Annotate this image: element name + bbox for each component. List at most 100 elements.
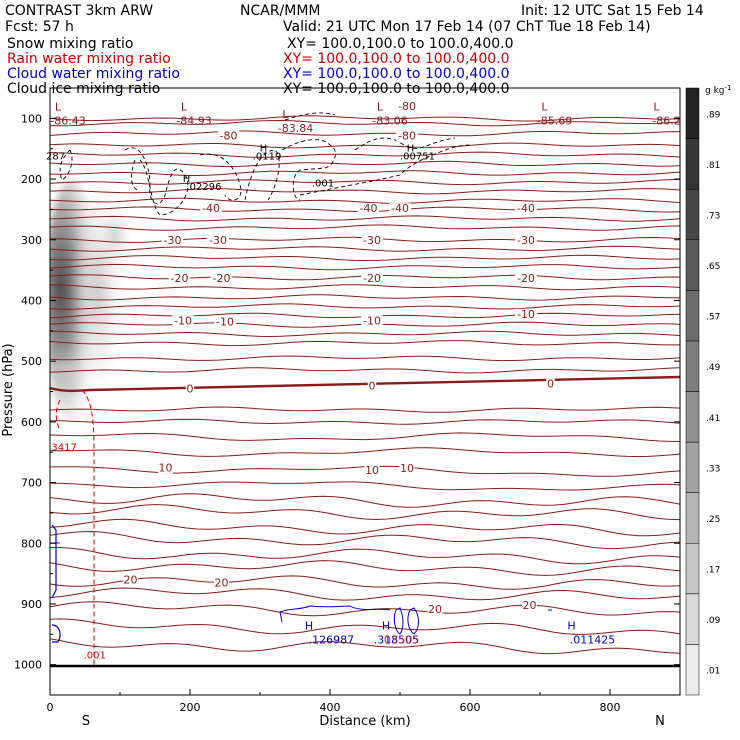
label-background: [399, 462, 415, 474]
colorbar-label: .01: [706, 667, 720, 677]
label-background: [515, 272, 537, 284]
isotherm-line: [50, 170, 680, 177]
y-tick-label: 300: [21, 234, 42, 247]
x-tick-label: 800: [600, 701, 621, 714]
isotherm-line: [50, 197, 680, 205]
colorbar-label: .25: [706, 515, 720, 525]
field-xy-cloud-ice: XY= 100.0,100.0 to 100.0,400.0: [283, 81, 510, 97]
label-background: [361, 272, 383, 284]
low-marker: L: [653, 100, 660, 113]
isotherm-line: [50, 151, 680, 158]
label-background: [200, 203, 222, 215]
label-background: [515, 234, 537, 246]
cloud-water-label: .318505: [374, 633, 420, 646]
x-tick-label: 400: [320, 701, 341, 714]
label-background: [207, 234, 229, 246]
field-label-cloud-ice: Cloud ice mixing ratio: [7, 81, 161, 97]
cloud-ice-label: .0119: [253, 152, 282, 163]
label-background: [185, 383, 195, 395]
cloud-water-contour: [407, 607, 419, 635]
cloud-ice-label: .001: [312, 178, 334, 189]
x-tick-label: 600: [460, 701, 481, 714]
init-time: Init: 12 UTC Sat 15 Feb 14: [521, 3, 704, 19]
y-tick-label: 800: [21, 537, 42, 550]
y-tick-label: 500: [21, 355, 42, 368]
cloud-ice-label: H: [407, 144, 415, 155]
isotherm-line: [50, 263, 680, 271]
label-background: [361, 234, 383, 246]
label-background: [123, 574, 138, 586]
isotherm-label: 0: [187, 382, 194, 395]
label-background: [357, 203, 380, 215]
cloud-ice-contour: [199, 153, 242, 201]
isotherm-label: -40: [360, 202, 378, 215]
label-background: [361, 315, 383, 327]
model-title: CONTRAST 3km ARW: [5, 3, 154, 19]
label-background: [161, 234, 184, 246]
isotherm-line: [50, 142, 680, 149]
label-background: [515, 308, 537, 320]
colorbar-label: .17: [706, 566, 720, 576]
isotherm-label: -10: [517, 308, 535, 321]
contour-labels: -80 -80 -80 -40 -40 -40 -40 -30 -30 -30 -30 -20 -20 -…: [46, 100, 681, 661]
field-label-snow: Snow mixing ratio: [7, 36, 134, 52]
label-background: [427, 603, 443, 615]
isotherm-line: [50, 406, 680, 413]
isotherm-line: [50, 493, 680, 508]
isotherm-line: [50, 481, 680, 491]
colorbar-label: .41: [706, 414, 720, 424]
field-xy-snow: XY= 100.0,100.0 to 100.0,400.0: [287, 36, 514, 52]
isotherm-line: [50, 330, 680, 338]
isotherm-line: [50, 587, 680, 601]
y-tick-label: 100: [21, 112, 42, 125]
label-background: [172, 315, 194, 327]
cloud-water-contour: [51, 624, 61, 643]
isotherm-label: 0: [369, 379, 376, 392]
field-label-rain: Rain water mixing ratio: [7, 51, 171, 67]
colorbar-segment: [685, 593, 700, 645]
isotherm-line: [50, 284, 680, 291]
isotherm-line: [50, 115, 680, 122]
isotherm-label: 0: [547, 378, 554, 391]
low-marker: L: [282, 108, 289, 121]
low-marker: L: [377, 100, 384, 113]
isotherm-line: [50, 638, 680, 655]
rain-contours: [55, 389, 95, 666]
y-tick-label: 400: [21, 294, 42, 307]
isotherm-line: [50, 254, 680, 262]
cloud-ice-contours: [59, 112, 471, 216]
cloud-water-contour: [51, 524, 57, 599]
colorbar-segment: [685, 87, 700, 139]
isotherm-label: -10: [363, 314, 381, 327]
cloud-water-label: .126987: [309, 633, 355, 646]
isotherm-label: 10: [159, 461, 173, 474]
cloud-ice-contour: [131, 159, 138, 191]
isotherm-line: [50, 575, 680, 590]
low-value: -86.2: [652, 114, 680, 127]
y-tick-label: 600: [21, 416, 42, 429]
cloud-water-label: H: [382, 619, 390, 632]
isotherm-line: [50, 340, 680, 347]
label-background: [396, 130, 418, 142]
label-background: [210, 272, 233, 284]
y-tick-label: 700: [21, 477, 42, 490]
valid-time: Valid: 21 UTC Mon 17 Feb 14 (07 ChT Tue …: [283, 19, 651, 35]
colorbar-segment: [685, 391, 700, 443]
isotherm-line: [50, 418, 680, 425]
cloud-ice-contour: [281, 139, 336, 201]
isotherm-line: [50, 294, 680, 301]
field-label-cloud-water: Cloud water mixing ratio: [7, 66, 180, 82]
isotherm-line: [50, 355, 680, 362]
label-background: [389, 203, 411, 215]
colorbar-segment: [685, 492, 700, 544]
y-tick-label: 1000: [14, 659, 42, 672]
rain-contour: [55, 399, 61, 431]
cloud-water-contour: [279, 605, 391, 613]
colorbar-segment: [685, 290, 700, 342]
isotherm-line: [50, 530, 680, 550]
isotherm-line: [50, 601, 680, 617]
label-background: [364, 464, 380, 476]
y-axis-label: Pressure (hPa): [1, 343, 16, 436]
isotherm-line: [50, 518, 680, 537]
